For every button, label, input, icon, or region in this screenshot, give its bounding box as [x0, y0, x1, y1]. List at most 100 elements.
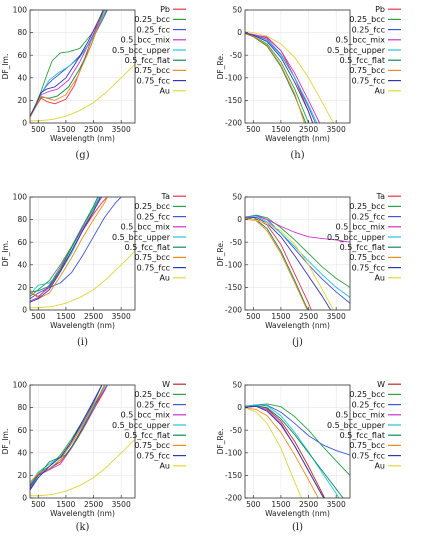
legend-label: 0.75_fcc: [137, 76, 170, 85]
legend-label: 0.25_fcc: [137, 400, 170, 409]
x-axis-label: Wavelength (nm): [50, 134, 115, 143]
legend-label: 0.5_fcc_flat: [340, 56, 385, 65]
legend-label: 0.75_fcc: [352, 263, 385, 272]
y-tick-label: -150: [225, 283, 242, 292]
legend-label: 0.5_fcc_flat: [125, 431, 170, 440]
y-tick-label: -50: [230, 426, 242, 435]
y-tick-label: 100: [13, 193, 28, 202]
y-tick-label: 50: [232, 193, 242, 202]
y-tick-label: 0: [22, 119, 27, 128]
x-tick-label: 3500: [327, 125, 346, 134]
series-line-0-25-bcc: [245, 214, 350, 288]
series-line-0-5-fcc-flat: [30, 197, 99, 293]
legend-label: 0.5_bcc_upper: [327, 233, 386, 242]
y-tick-label: -150: [225, 471, 242, 480]
series-group: [30, 10, 135, 122]
legend-label: 0.75_bcc: [134, 441, 170, 450]
y-axis-label: DF_Re.: [216, 429, 225, 455]
plot-frame: [29, 384, 136, 499]
panel-letter-j: (j): [292, 337, 303, 348]
series-line-pb: [30, 10, 106, 118]
series-line-0-5-bcc-mix: [30, 385, 108, 489]
x-tick-label: 500: [246, 312, 261, 321]
x-tick-label: 3500: [327, 500, 346, 509]
legend-label: 0.25_fcc: [352, 400, 385, 409]
series-group: [30, 197, 135, 309]
legend-label: 0.75_bcc: [349, 441, 385, 450]
series-line-0-75-fcc: [245, 216, 332, 310]
legend-label: 0.25_bcc: [134, 390, 170, 399]
series-line-0-5-bcc-upper: [245, 404, 340, 498]
series-line-0-75-fcc: [245, 405, 325, 498]
series-line-0-5-fcc-flat: [245, 33, 307, 123]
legend-label: 0.5_fcc_flat: [340, 243, 385, 252]
x-tick-label: 2500: [299, 500, 318, 509]
chart-panel-i: 500 1500 2500 3500 0 20 40 60 80 100 Wavelength (n…: [0, 187, 210, 351]
x-tick-label: 500: [31, 500, 46, 509]
y-tick-label: 40: [17, 260, 27, 269]
x-axis-label: Wavelength (nm): [50, 509, 115, 518]
legend-label: 0.75_bcc: [134, 253, 170, 262]
series-line-0-5-fcc-flat: [30, 385, 106, 486]
x-tick-label: 3500: [327, 312, 346, 321]
plot-frame: [244, 9, 351, 124]
series-line-au: [245, 407, 303, 498]
legend-label: 0.75_bcc: [349, 66, 385, 75]
chart-svg-l: 500 1500 2500 3500 -200 -150 -100 -50 0 50 Wavelen…: [216, 380, 401, 518]
legend-label: Ta: [161, 192, 171, 201]
plot-frame: [244, 384, 351, 499]
x-tick-label: 2500: [84, 312, 103, 321]
series-line-0-25-bcc: [245, 403, 350, 476]
legend-label: 0.25_bcc: [349, 202, 385, 211]
series-line-au: [245, 31, 334, 123]
series-line-0-75-bcc: [30, 197, 108, 300]
legend-label: Au: [374, 274, 385, 283]
y-tick-label: 40: [17, 73, 27, 82]
legend-label: Au: [159, 87, 170, 96]
series-line-0-5-bcc-mix: [245, 32, 321, 123]
grid: [245, 9, 350, 124]
x-tick-label: 1500: [56, 500, 75, 509]
panel-letter-g: (g): [75, 150, 90, 161]
y-tick-label: -100: [225, 73, 242, 82]
chart-panel-j: 500 1500 2500 3500 -200 -150 -100 -50 0 50 Wavelen…: [215, 187, 425, 351]
legend-label: 0.75_bcc: [134, 66, 170, 75]
legend-label: Pb: [160, 5, 170, 14]
y-tick-label: 0: [22, 306, 27, 315]
y-axis-label: DF_Re.: [216, 241, 225, 267]
series-line-0-75-bcc: [245, 33, 305, 123]
panel-letter-k: (k): [75, 522, 90, 533]
y-axis-label: DF_Im.: [1, 429, 10, 455]
x-tick-label: 1500: [271, 125, 290, 134]
y-axis-label: DF_Im.: [1, 54, 10, 80]
y-tick-label: 50: [232, 381, 242, 390]
legend-label: W: [162, 380, 170, 389]
x-tick-label: 3500: [112, 125, 131, 134]
y-axis-label: DF_Re.: [216, 54, 225, 80]
series-line-au: [245, 218, 334, 310]
panel-letter-l: (l): [291, 522, 303, 533]
legend-label: 0.5_bcc_upper: [112, 233, 171, 242]
plot-frame: [29, 9, 136, 124]
y-tick-label: -200: [225, 306, 242, 315]
x-tick-label: 500: [31, 125, 46, 134]
y-tick-label: 80: [17, 403, 27, 412]
series-line-0-75-bcc: [30, 10, 106, 118]
legend-label: 0.5_fcc_flat: [340, 431, 385, 440]
series-line-0-25-fcc: [30, 197, 122, 300]
legend-label: 0.5_bcc_mix: [336, 223, 386, 232]
legend-label: 0.5_bcc_upper: [327, 421, 386, 430]
plot-frame: [29, 196, 136, 311]
legend-label: 0.25_bcc: [134, 202, 170, 211]
chart-svg-h: 500 1500 2500 3500 -200 -150 -100 -50 0 50 Wavelen…: [216, 5, 401, 143]
chart-panel-k: 500 1500 2500 3500 0 20 40 60 80 100 Wavelength (n…: [0, 375, 210, 536]
legend-label: Pb: [375, 5, 385, 14]
legend-label: 0.25_fcc: [137, 212, 170, 221]
x-axis-label: Wavelength (nm): [265, 509, 330, 518]
legend-label: 0.5_bcc_upper: [112, 421, 171, 430]
x-tick-label: 500: [246, 500, 261, 509]
legend-label: 0.25_bcc: [349, 15, 385, 24]
x-tick-label: 500: [31, 312, 46, 321]
